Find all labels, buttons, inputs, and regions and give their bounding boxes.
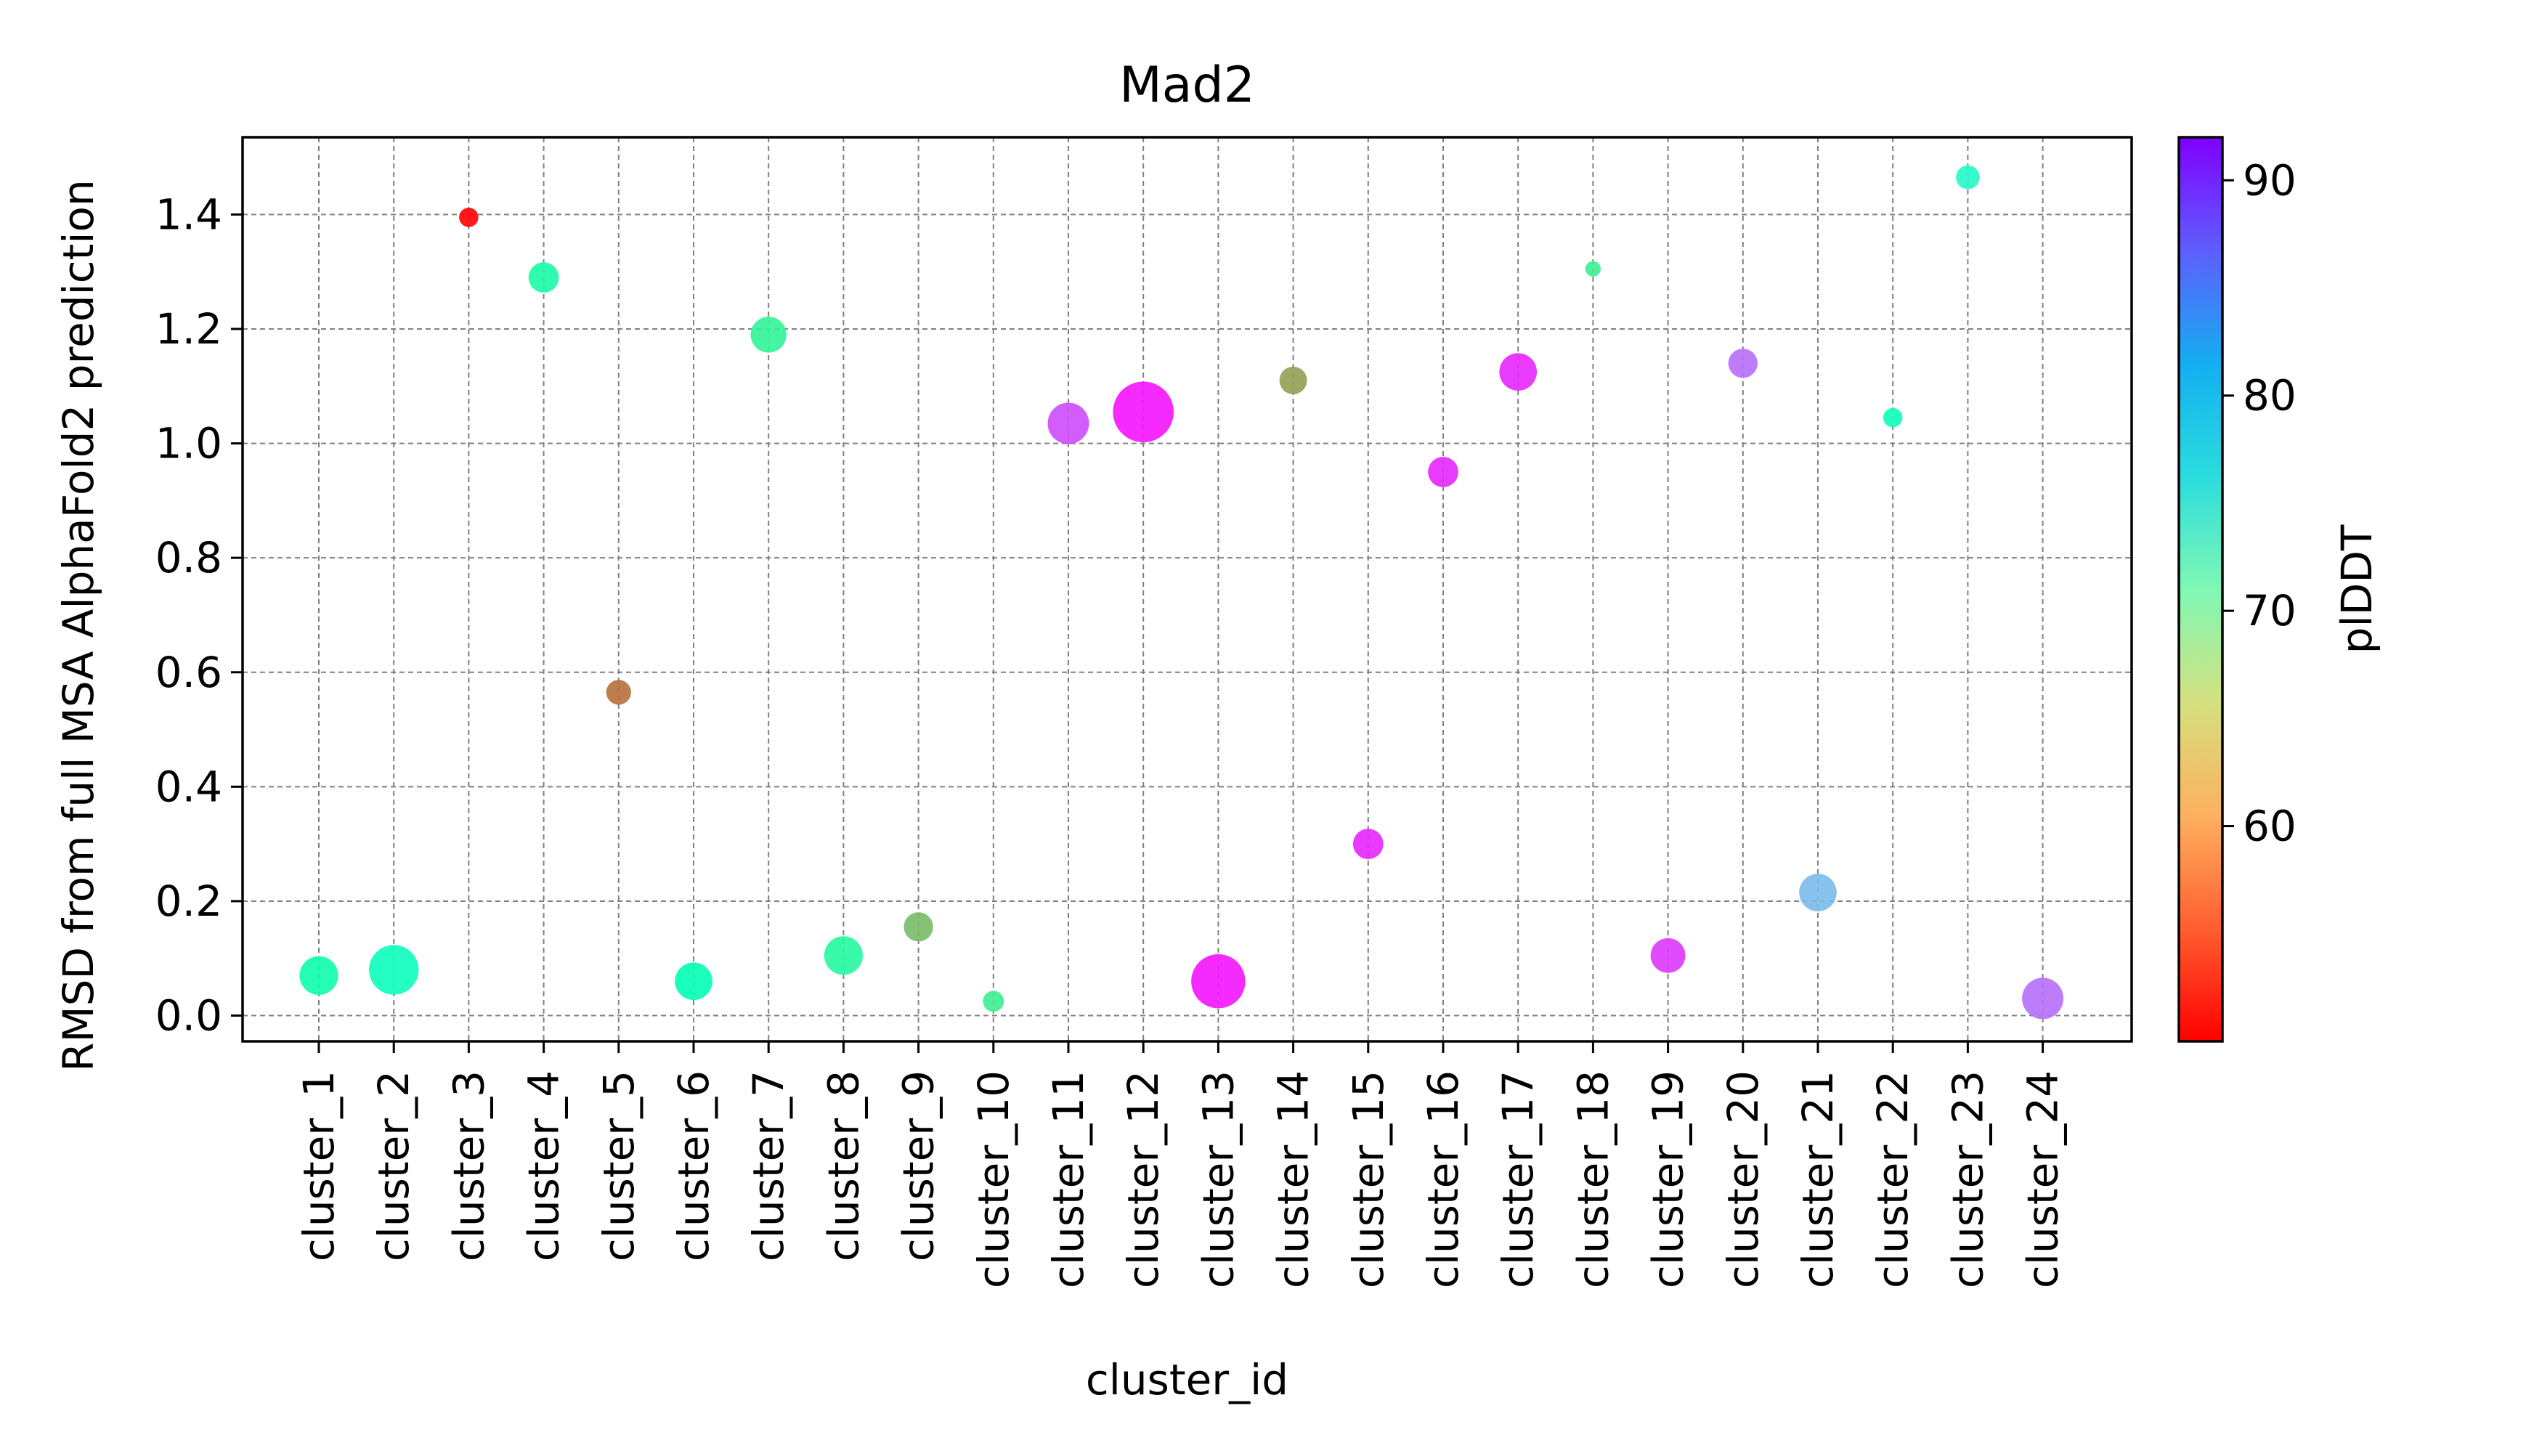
x-tick-label: cluster_6 xyxy=(669,1070,718,1261)
data-point-cluster_13 xyxy=(1191,954,1246,1009)
data-point-cluster_16 xyxy=(1428,457,1458,487)
y-axis-label: RMSD from full MSA AlphaFold2 prediction xyxy=(54,179,103,1072)
data-point-cluster_12 xyxy=(1113,381,1174,443)
data-point-cluster_22 xyxy=(1883,407,1903,428)
x-tick-label: cluster_13 xyxy=(1193,1070,1243,1288)
x-tick-label: cluster_12 xyxy=(1118,1070,1168,1288)
y-tick-label: 0.6 xyxy=(155,648,222,697)
x-tick-label: cluster_7 xyxy=(744,1070,793,1261)
x-tick-label: cluster_1 xyxy=(294,1070,344,1261)
colorbar: 60 70 80 90 plDDT xyxy=(2177,136,2381,1043)
data-point-cluster_3 xyxy=(459,208,479,227)
grid-layer xyxy=(243,137,2132,1041)
y-tick-label: 1.0 xyxy=(155,419,222,468)
x-tick-label: cluster_11 xyxy=(1044,1070,1093,1288)
x-tick-label: cluster_23 xyxy=(1943,1070,1992,1288)
data-point-cluster_21 xyxy=(1799,874,1837,911)
data-point-cluster_19 xyxy=(1650,938,1686,973)
x-tick-label: cluster_2 xyxy=(369,1070,418,1261)
x-tick-label: cluster_9 xyxy=(894,1070,943,1261)
data-point-cluster_18 xyxy=(1585,261,1601,277)
colorbar-ticks: 60 70 80 90 xyxy=(2222,155,2297,851)
colorbar-tick-label: 90 xyxy=(2243,155,2297,205)
data-point-cluster_7 xyxy=(750,317,787,353)
data-point-cluster_2 xyxy=(369,945,419,995)
data-point-cluster_6 xyxy=(675,962,712,1001)
x-tick-label: cluster_5 xyxy=(594,1070,643,1261)
data-point-cluster_4 xyxy=(528,262,559,293)
x-tick-label: cluster_10 xyxy=(969,1070,1018,1288)
colorbar-gradient xyxy=(2177,136,2224,1043)
x-tick-label: cluster_17 xyxy=(1493,1070,1543,1288)
x-axis-label: cluster_id xyxy=(1086,1355,1288,1404)
colorbar-tick-label: 70 xyxy=(2243,586,2297,635)
y-tick-label: 0.8 xyxy=(155,533,222,582)
colorbar-label: plDDT xyxy=(2332,524,2381,654)
data-point-cluster_8 xyxy=(824,936,863,975)
x-tick-label: cluster_16 xyxy=(1418,1070,1468,1288)
data-point-cluster_9 xyxy=(903,912,933,942)
data-point-cluster_17 xyxy=(1499,353,1538,391)
x-tick-label: cluster_15 xyxy=(1344,1070,1393,1288)
x-tick-label: cluster_18 xyxy=(1568,1070,1617,1288)
y-tick-label: 0.0 xyxy=(155,991,222,1041)
colorbar-tick-label: 80 xyxy=(2243,371,2297,420)
y-tick-label: 0.2 xyxy=(155,877,222,926)
data-point-cluster_24 xyxy=(2022,977,2064,1020)
x-tick-label: cluster_3 xyxy=(444,1070,493,1261)
x-tick-label: cluster_24 xyxy=(2018,1070,2068,1288)
x-tick-label: cluster_21 xyxy=(1793,1070,1843,1288)
data-point-cluster_5 xyxy=(606,680,631,705)
x-tick-label: cluster_22 xyxy=(1868,1070,1917,1288)
colorbar-tick-label: 60 xyxy=(2243,802,2297,851)
plot-area-frame xyxy=(241,136,2133,1043)
marker-layer xyxy=(299,165,2064,1020)
y-tick-label: 1.2 xyxy=(155,304,222,354)
data-point-cluster_15 xyxy=(1352,829,1384,860)
y-tick-label: 0.4 xyxy=(155,762,222,811)
axis-layer: cluster_1 cluster_2 cluster_3 cluster_4 clus… xyxy=(155,190,2068,1288)
y-tick-label: 1.4 xyxy=(155,190,222,239)
x-tick-label: cluster_4 xyxy=(519,1070,569,1261)
x-tick-label: cluster_20 xyxy=(1718,1070,1768,1288)
data-point-cluster_20 xyxy=(1728,349,1758,378)
x-tick-label: cluster_19 xyxy=(1644,1070,1693,1288)
x-tick-label: cluster_8 xyxy=(819,1070,868,1261)
data-point-cluster_1 xyxy=(299,956,338,995)
data-point-cluster_14 xyxy=(1279,366,1307,394)
data-point-cluster_23 xyxy=(1956,165,1980,190)
chart-title: Mad2 xyxy=(1119,57,1255,114)
data-point-cluster_11 xyxy=(1047,402,1089,444)
data-point-cluster_10 xyxy=(983,991,1004,1012)
x-tick-label: cluster_14 xyxy=(1269,1070,1318,1288)
